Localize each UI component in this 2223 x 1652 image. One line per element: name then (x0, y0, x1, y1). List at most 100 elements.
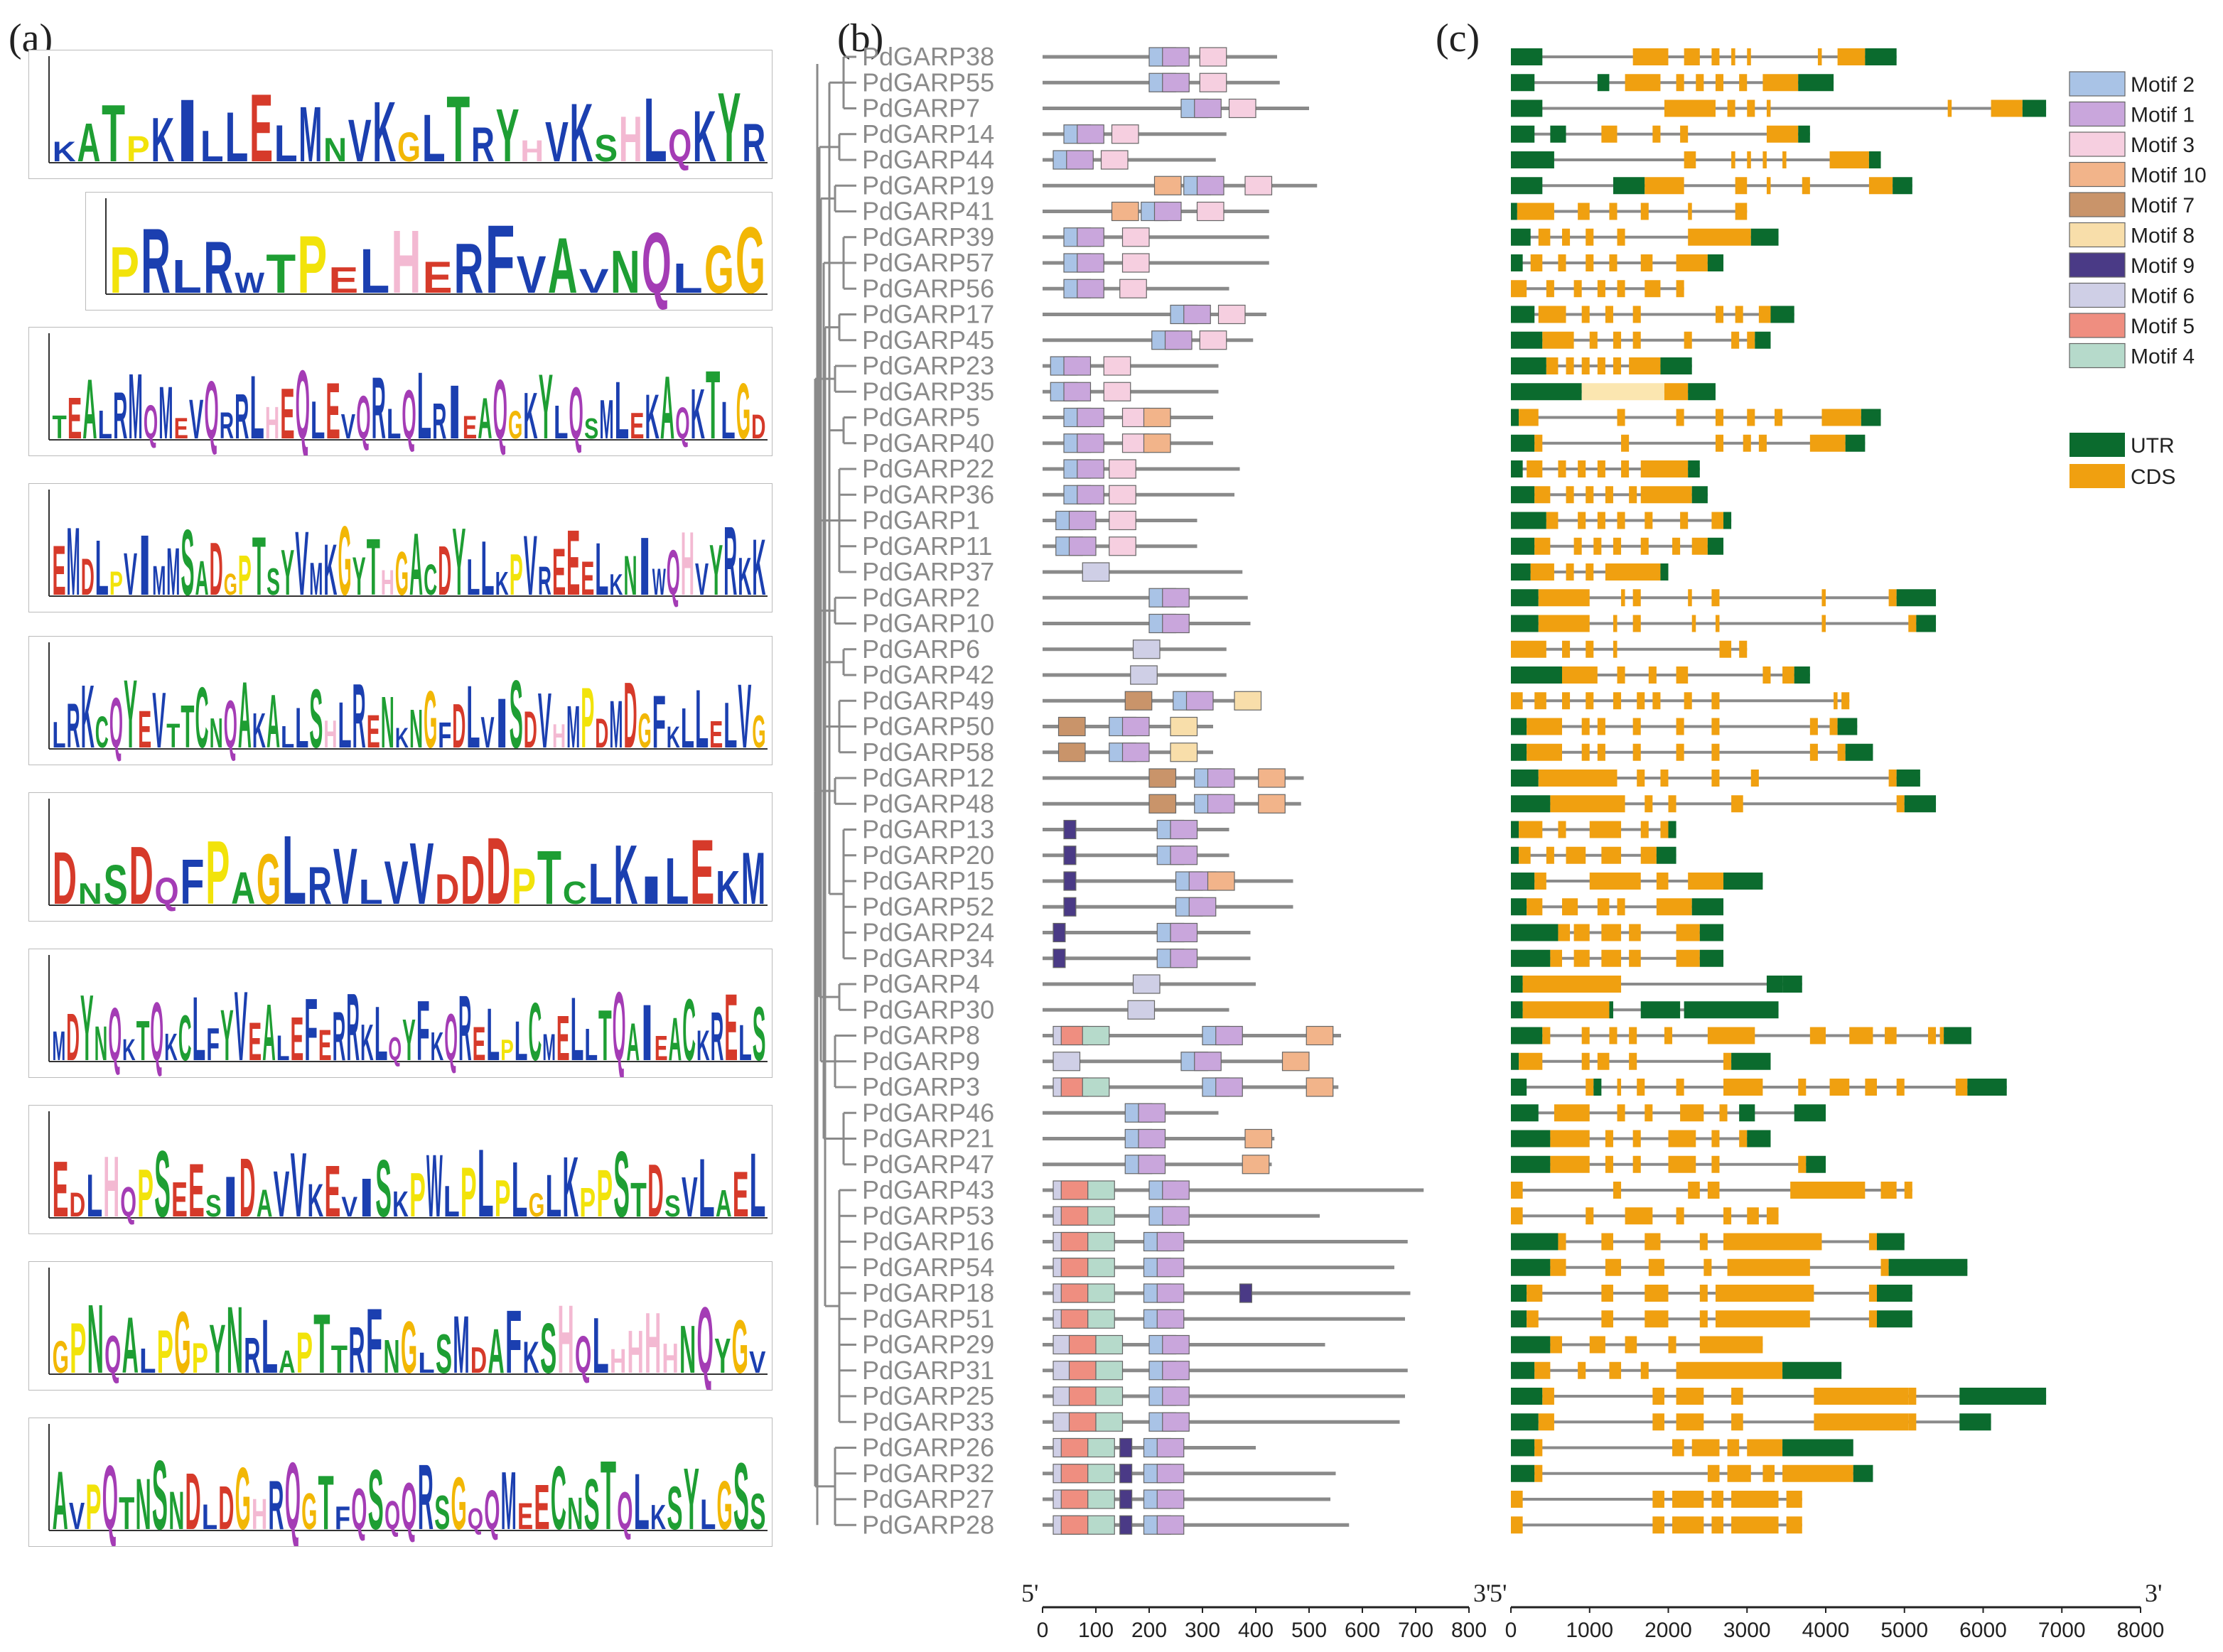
cds-block (1790, 1182, 1866, 1199)
cds-block (1747, 151, 1751, 168)
logo-letter: L (699, 1141, 715, 1234)
motif-box (1207, 794, 1235, 814)
cds-block (1617, 228, 1625, 246)
logo-letter: Y (709, 531, 723, 610)
logo-letter: T (136, 1009, 150, 1072)
cds-block (1841, 692, 1850, 710)
cds-block (1747, 48, 1751, 65)
protein-axis-tick-label: 600 (1345, 1619, 1380, 1642)
logo-letter: E (367, 705, 380, 757)
logo-letter: Q (668, 119, 691, 171)
logo-letter: Q (104, 1324, 121, 1384)
logo-letter: H (103, 1138, 119, 1234)
cds-block (1680, 512, 1689, 529)
logo-letter: G (53, 1332, 69, 1383)
logo-letter: R (348, 1313, 365, 1387)
cds-block (1676, 718, 1684, 735)
logo-letter: E (534, 1472, 549, 1543)
utr-block (1876, 1285, 1912, 1302)
cds-block (1637, 1079, 1645, 1096)
cds-block (1605, 1130, 1613, 1148)
cds-block (1786, 1491, 1802, 1508)
logo-letter: T (630, 1172, 647, 1227)
utr-block (1684, 1001, 1779, 1019)
cds-block (1684, 151, 1696, 168)
logo-letter: R (113, 378, 127, 453)
motif-box (1164, 330, 1193, 350)
cds-block (1605, 306, 1613, 323)
logo-letter: Q (285, 1442, 301, 1547)
cds-block (1750, 770, 1759, 787)
cds-block (1991, 99, 2023, 117)
logo-letter: S (540, 1309, 556, 1388)
logo-letter: H (619, 104, 642, 176)
cds-block (1766, 1207, 1779, 1225)
logo-letter: P (70, 1309, 86, 1388)
cds-block (1711, 770, 1720, 787)
cds-block (1546, 280, 1554, 298)
motif-box (1194, 1052, 1222, 1071)
cds-block (1747, 331, 1755, 349)
cds-block (1621, 460, 1630, 477)
cds-block (1707, 1464, 1720, 1482)
logo-letter: K (53, 136, 76, 168)
legend-label: Motif 1 (2131, 104, 2195, 127)
cds-block (1534, 1464, 1543, 1482)
legend-swatch (2069, 433, 2125, 457)
motif-box (1063, 897, 1077, 917)
logo-letter: R (346, 973, 360, 1078)
logo-letter: L (98, 402, 112, 448)
logo-letter: N (381, 681, 394, 763)
motif-box (1060, 1206, 1089, 1226)
utr-block (1967, 1079, 2007, 1096)
cds-block (1762, 151, 1767, 168)
cds-block (1605, 563, 1661, 581)
motif-box (1156, 1258, 1185, 1278)
cds-block (1668, 1155, 1696, 1173)
utr-block (1511, 1464, 1535, 1482)
cds-block (1865, 1079, 1877, 1096)
motif-box (1087, 1231, 1115, 1252)
motif-box (1082, 562, 1110, 582)
logo-letter: R (742, 113, 765, 173)
motif-box (1170, 949, 1198, 968)
cds-block (1821, 589, 1826, 607)
legend-label: Motif 7 (2131, 194, 2195, 217)
utr-block (1691, 486, 1708, 504)
cds-block (1814, 1388, 1909, 1405)
cds-block (1676, 1361, 1783, 1379)
cds-block (1566, 357, 1574, 374)
cds-block (1888, 589, 1897, 607)
cds-block (1668, 1130, 1696, 1148)
logo-letter: H (557, 1285, 574, 1391)
cds-block (1561, 666, 1598, 684)
cds-block (1814, 1413, 1909, 1431)
cds-block (1731, 151, 1735, 168)
cds-block (1640, 821, 1649, 838)
motif-box (1170, 846, 1198, 865)
cds-block (1558, 254, 1566, 271)
cds-block (1821, 615, 1826, 632)
cds-block (1735, 306, 1743, 323)
logo-letter: W (652, 561, 666, 603)
logo-letter: L (250, 357, 264, 456)
cds-block (1939, 1027, 1944, 1044)
motif-box (1143, 407, 1171, 428)
logo-letter: A (122, 1301, 139, 1390)
utr-block (1959, 1388, 2047, 1405)
logo-letter: L (172, 250, 202, 303)
cds-block (1534, 692, 1546, 710)
motif-box (1060, 1258, 1089, 1278)
logo-letter: Q (154, 870, 178, 912)
motif-box (1103, 382, 1131, 401)
logo-letter: H (552, 717, 566, 755)
logo-letter: P (297, 220, 327, 311)
logo-letter: Y (718, 72, 741, 179)
cds-block (1534, 434, 1543, 452)
motif-box (1170, 819, 1198, 840)
cds-block (1586, 1079, 1594, 1096)
cds-block (1542, 1027, 1551, 1044)
cds-block (1632, 589, 1641, 607)
